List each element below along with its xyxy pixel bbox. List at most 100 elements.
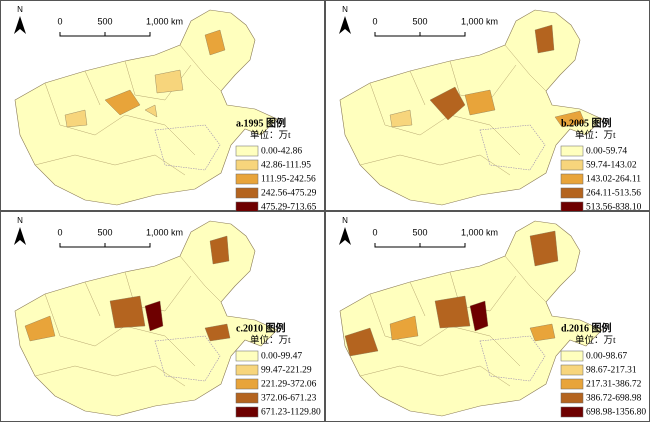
scale-label: 500 bbox=[97, 16, 112, 26]
legend-swatch bbox=[235, 392, 259, 404]
legend-swatch bbox=[560, 173, 584, 185]
region-patch bbox=[534, 24, 555, 54]
north-label: N bbox=[17, 5, 23, 14]
region-patch bbox=[389, 315, 419, 341]
legend-swatch bbox=[235, 350, 259, 362]
legend-unit: 单位：万t bbox=[575, 334, 616, 346]
region-patch bbox=[344, 327, 379, 357]
legend-label: 513.56-838.10 bbox=[586, 203, 642, 213]
dense-area bbox=[479, 335, 546, 382]
map bbox=[339, 9, 603, 206]
legend-swatch bbox=[560, 364, 584, 376]
legend-label: 111.95-242.56 bbox=[261, 175, 316, 185]
legend-swatch bbox=[560, 145, 584, 157]
legend-swatch bbox=[560, 392, 584, 404]
region-patch bbox=[429, 86, 466, 121]
legend-label: 221.29-372.06 bbox=[261, 380, 317, 390]
legend-swatch bbox=[560, 187, 584, 199]
region-patch bbox=[209, 235, 230, 265]
region-patch bbox=[529, 230, 559, 267]
scale-bar bbox=[59, 243, 151, 248]
region-patch bbox=[154, 69, 184, 94]
region-patch bbox=[144, 104, 158, 118]
north-label: N bbox=[342, 216, 348, 225]
legend-title: d.2016 图例 bbox=[561, 321, 612, 334]
north-label: N bbox=[342, 5, 348, 14]
north-arrow bbox=[14, 227, 26, 245]
legend-swatch bbox=[560, 378, 584, 390]
scale-bar bbox=[374, 243, 466, 248]
scale-label: 500 bbox=[97, 227, 112, 237]
legend-unit: 单位：万t bbox=[250, 129, 291, 141]
scale-label: 0 bbox=[372, 227, 377, 237]
legend-label: 372.06-671.23 bbox=[261, 394, 317, 404]
north-label: N bbox=[17, 216, 23, 225]
legend-label: 0.00-98.67 bbox=[586, 352, 627, 362]
legend-unit: 单位：万t bbox=[250, 334, 291, 346]
region-patch bbox=[389, 109, 413, 128]
legend-label: 0.00-42.86 bbox=[261, 147, 302, 157]
scale-label: 500 bbox=[412, 16, 427, 26]
region-patch bbox=[204, 323, 231, 342]
legend-label: 59.74-143.02 bbox=[586, 161, 637, 171]
legend-title: c.2010 图例 bbox=[236, 321, 285, 334]
north-arrow bbox=[339, 227, 351, 245]
legend-swatch bbox=[560, 350, 584, 362]
region-patch bbox=[64, 109, 88, 128]
map bbox=[339, 220, 603, 417]
legend-swatch bbox=[235, 187, 259, 199]
region-patch bbox=[464, 89, 496, 116]
legend-label: 0.00-59.74 bbox=[586, 147, 627, 157]
legend-label: 242.56-475.29 bbox=[261, 189, 317, 199]
legend-unit: 单位：万t bbox=[575, 129, 616, 141]
north-arrow bbox=[14, 16, 26, 34]
legend-label: 475.29-713.65 bbox=[261, 203, 317, 213]
dense-area bbox=[479, 124, 546, 171]
scale-label: 1,000 km bbox=[146, 16, 183, 26]
legend-label: 264.11-513.56 bbox=[586, 189, 641, 199]
region-patch bbox=[434, 295, 471, 329]
region-subdivision bbox=[34, 44, 222, 176]
scale-bar bbox=[374, 32, 466, 37]
region-patch bbox=[204, 29, 226, 56]
legend-swatch bbox=[235, 145, 259, 157]
region-patch bbox=[144, 300, 164, 332]
legend-title: a.1995 图例 bbox=[236, 116, 286, 129]
legend-swatch bbox=[560, 201, 584, 213]
legend-label: 0.00-99.47 bbox=[261, 352, 302, 362]
region-patch bbox=[109, 295, 146, 329]
legend-swatch bbox=[560, 159, 584, 171]
dense-area bbox=[154, 335, 221, 382]
scale-bar bbox=[59, 32, 151, 37]
north-arrow bbox=[339, 16, 351, 34]
legend-swatch bbox=[235, 159, 259, 171]
legend-swatch bbox=[560, 406, 584, 418]
legend-swatch bbox=[235, 406, 259, 418]
region-patch bbox=[469, 300, 489, 332]
legend-title: b.2005 图例 bbox=[561, 116, 612, 129]
legend-label: 98.67-217.31 bbox=[586, 366, 637, 376]
region-patch bbox=[554, 110, 586, 128]
legend-label: 671.23-1129.80 bbox=[261, 408, 321, 418]
scale-label: 0 bbox=[57, 227, 62, 237]
legend-swatch bbox=[235, 378, 259, 390]
scale-label: 1,000 km bbox=[146, 227, 183, 237]
scale-label: 500 bbox=[412, 227, 427, 237]
map bbox=[14, 220, 278, 417]
legend-swatch bbox=[235, 173, 259, 185]
legend-swatch bbox=[235, 201, 259, 213]
legend-label: 99.47-221.29 bbox=[261, 366, 312, 376]
legend-label: 42.86-111.95 bbox=[261, 161, 311, 171]
region-patch bbox=[104, 89, 141, 116]
scale-label: 0 bbox=[57, 16, 62, 26]
scale-label: 1,000 km bbox=[461, 227, 498, 237]
legend-swatch bbox=[235, 364, 259, 376]
dense-area bbox=[154, 124, 221, 171]
scale-label: 1,000 km bbox=[461, 16, 498, 26]
map bbox=[14, 9, 278, 206]
